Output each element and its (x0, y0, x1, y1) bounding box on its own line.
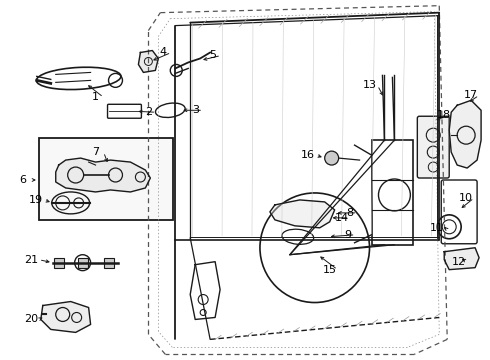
Text: 19: 19 (29, 195, 43, 205)
Text: 17: 17 (464, 90, 478, 100)
Bar (54, 258, 64, 268)
Polygon shape (56, 158, 150, 192)
Text: 12: 12 (452, 257, 466, 267)
Text: 16: 16 (301, 150, 315, 160)
Text: 7: 7 (92, 147, 99, 157)
Text: 3: 3 (192, 105, 198, 115)
Text: 13: 13 (363, 80, 376, 90)
Text: 10: 10 (459, 193, 473, 203)
Text: 18: 18 (437, 110, 451, 120)
Text: 21: 21 (24, 255, 38, 265)
FancyBboxPatch shape (417, 116, 449, 178)
Text: 14: 14 (335, 213, 349, 223)
Polygon shape (138, 50, 158, 72)
Polygon shape (444, 248, 479, 270)
Bar (39, 138, 173, 220)
Polygon shape (270, 200, 335, 228)
Bar (77, 258, 88, 268)
Text: 11: 11 (430, 223, 444, 233)
Bar (371, 140, 414, 245)
Text: 9: 9 (344, 230, 351, 240)
Polygon shape (41, 302, 91, 332)
Text: 2: 2 (145, 107, 152, 117)
Bar (103, 258, 114, 268)
Text: 1: 1 (92, 92, 99, 102)
Text: 6: 6 (20, 175, 26, 185)
Text: 5: 5 (210, 50, 217, 60)
Circle shape (325, 151, 339, 165)
Text: 20: 20 (24, 314, 38, 324)
Text: 8: 8 (346, 208, 353, 218)
Text: 15: 15 (323, 265, 337, 275)
Text: 4: 4 (160, 48, 167, 58)
Polygon shape (449, 100, 481, 168)
